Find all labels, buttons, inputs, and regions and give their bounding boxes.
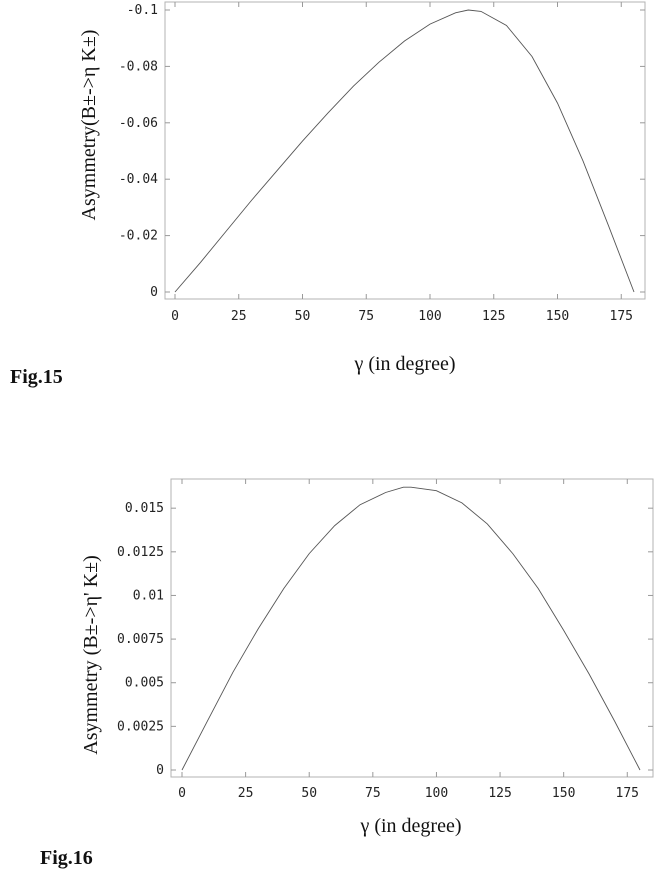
plot-frame-fig15	[164, 1, 646, 300]
x-tick-label: 50	[295, 309, 311, 324]
y-tick-label: -0.02	[119, 229, 158, 244]
x-axis-label-fig16: γ (in degree)	[359, 815, 461, 837]
x-tick-label: 25	[238, 786, 254, 801]
y-tick-label: 0.01	[133, 588, 164, 603]
x-tick-label: 100	[425, 786, 448, 801]
x-tick-label: 0	[178, 786, 186, 801]
y-tick-label: 0.0075	[117, 632, 164, 647]
y-ticks-fig16: 0 0.0025 0.005 0.0075 0.01 0.0125 0.015	[117, 501, 653, 778]
x-axis-label-fig15: γ (in degree)	[353, 353, 455, 375]
x-tick-label: 25	[231, 309, 247, 324]
chart-fig16: 0 0.0025 0.005 0.0075 0.01 0.0125 0.015 0 25 50 7…	[40, 478, 654, 869]
series-line-fig15	[174, 9, 635, 293]
x-ticks-fig15: 0 25 50 75 100 125 150 175	[171, 2, 633, 324]
y-tick-label: 0	[156, 763, 164, 778]
y-tick-label: -0.04	[119, 172, 158, 187]
x-tick-label: 75	[365, 786, 381, 801]
x-tick-label: 75	[358, 309, 374, 324]
x-tick-label: 175	[610, 309, 633, 324]
y-tick-label: 0.005	[125, 676, 164, 691]
y-ticks-fig15: 0 -0.02 -0.04 -0.06 -0.08 -0.1	[119, 3, 645, 300]
y-axis-label-fig16: Asymmetry (B±->η' K±)	[80, 555, 102, 755]
y-tick-label: 0.0025	[117, 719, 164, 734]
x-tick-label: 125	[488, 786, 511, 801]
plot-frame-fig16	[170, 478, 654, 778]
x-tick-label: 100	[418, 309, 441, 324]
x-ticks-fig16: 0 25 50 75 100 125 150 175	[178, 479, 639, 801]
x-tick-label: 125	[482, 309, 505, 324]
chart-fig15: 0 -0.02 -0.04 -0.06 -0.08 -0.1 0 25 50 75 100 125 1…	[10, 1, 646, 388]
x-tick-label: 150	[546, 309, 569, 324]
y-tick-label: -0.1	[127, 3, 158, 18]
y-tick-label: 0.0125	[117, 545, 164, 560]
series-line-fig16	[181, 486, 641, 771]
figure-label-fig16: Fig.16	[40, 847, 93, 869]
y-axis-label-fig15: Asymmetry(B±->η K±)	[78, 30, 100, 221]
figure-label-fig15: Fig.15	[10, 366, 63, 388]
x-tick-label: 175	[616, 786, 639, 801]
y-tick-label: 0	[150, 285, 158, 300]
y-tick-label: -0.06	[119, 116, 158, 131]
x-tick-label: 50	[301, 786, 317, 801]
y-tick-label: -0.08	[119, 59, 158, 74]
x-tick-label: 150	[552, 786, 575, 801]
x-tick-label: 0	[171, 309, 179, 324]
y-tick-label: 0.015	[125, 501, 164, 516]
